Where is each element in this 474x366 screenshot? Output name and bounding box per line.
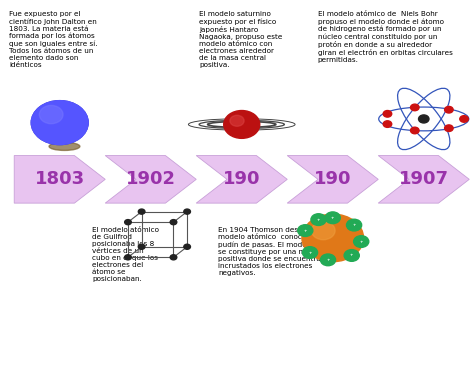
Text: 1803: 1803	[35, 170, 85, 188]
Circle shape	[125, 255, 131, 260]
Text: +: +	[308, 251, 312, 254]
Circle shape	[311, 214, 326, 225]
Text: En 1904 Thomson desarrollo el
modelo atómico  conocido como
pudín de pasas. El m: En 1904 Thomson desarrollo el modelo ató…	[218, 227, 345, 276]
Circle shape	[230, 115, 244, 126]
Text: +: +	[352, 223, 356, 227]
Circle shape	[410, 104, 419, 111]
Circle shape	[344, 250, 359, 261]
Circle shape	[31, 101, 88, 145]
Text: El modelo saturnino
expuesto por el físico
japonés Hantaro
Nagaoka, propuso este: El modelo saturnino expuesto por el físi…	[199, 11, 283, 68]
Text: 190: 190	[223, 170, 261, 188]
Circle shape	[138, 244, 145, 249]
Circle shape	[298, 225, 313, 236]
Circle shape	[354, 236, 369, 247]
Circle shape	[445, 107, 453, 113]
Circle shape	[184, 244, 191, 249]
Circle shape	[170, 255, 177, 260]
Text: Fue expuesto por el
científico John Dalton en
1803. La materia está
formada por : Fue expuesto por el científico John Dalt…	[9, 11, 98, 68]
Circle shape	[383, 121, 392, 127]
Circle shape	[419, 115, 429, 123]
Circle shape	[125, 220, 131, 225]
Polygon shape	[378, 156, 469, 203]
Text: 1902: 1902	[126, 170, 176, 188]
Ellipse shape	[49, 142, 80, 150]
Text: +: +	[326, 258, 330, 262]
Text: +: +	[331, 216, 335, 220]
Circle shape	[311, 221, 335, 240]
Text: El modelo atómico
de Guilfrod
posicionaba los 8
vértices de un
cubo en el que lo: El modelo atómico de Guilfrod posicionab…	[92, 227, 159, 282]
Circle shape	[445, 125, 453, 131]
Text: El modelo atómico de  Niels Bohr
propuso el modelo donde el átomo
de hidrogeno e: El modelo atómico de Niels Bohr propuso …	[318, 11, 453, 63]
Circle shape	[383, 111, 392, 117]
Polygon shape	[287, 156, 378, 203]
Circle shape	[138, 209, 145, 214]
Circle shape	[31, 101, 88, 145]
Circle shape	[39, 105, 63, 124]
Circle shape	[302, 247, 318, 258]
Circle shape	[170, 220, 177, 225]
Text: +: +	[317, 218, 320, 221]
Circle shape	[302, 214, 364, 262]
Polygon shape	[105, 156, 196, 203]
Text: +: +	[350, 254, 354, 257]
Circle shape	[460, 116, 468, 122]
Circle shape	[325, 212, 340, 224]
Polygon shape	[196, 156, 287, 203]
Circle shape	[320, 254, 336, 266]
Text: +: +	[359, 240, 363, 243]
Text: +: +	[303, 229, 307, 232]
Circle shape	[224, 111, 260, 138]
Text: 1907: 1907	[399, 170, 449, 188]
Circle shape	[410, 127, 419, 134]
Text: 190: 190	[314, 170, 352, 188]
Polygon shape	[14, 156, 105, 203]
Circle shape	[184, 209, 191, 214]
Circle shape	[346, 219, 362, 231]
